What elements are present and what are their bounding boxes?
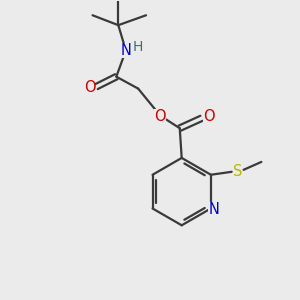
Text: S: S (233, 164, 242, 179)
Text: O: O (202, 109, 214, 124)
Text: O: O (84, 80, 95, 95)
Text: N: N (121, 44, 132, 59)
Text: H: H (133, 40, 143, 54)
Text: N: N (208, 202, 219, 217)
Text: O: O (154, 109, 166, 124)
